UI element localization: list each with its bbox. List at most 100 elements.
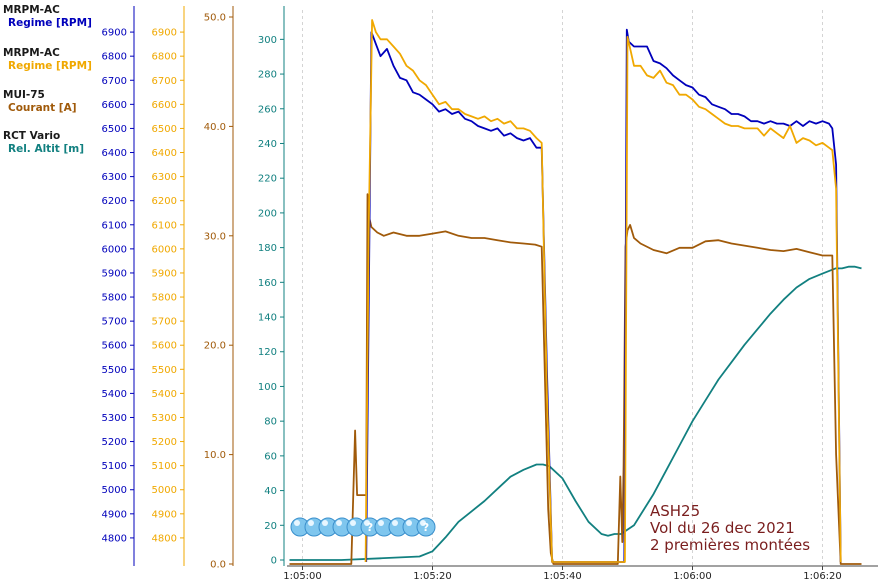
- y-tick-label: 5100: [102, 461, 127, 472]
- x-tick-label: 1:06:20: [803, 571, 842, 582]
- y-tick-label: 5000: [102, 485, 127, 496]
- y-tick-label: 5800: [102, 293, 127, 304]
- x-tick-label: 1:05:20: [413, 571, 452, 582]
- y-tick-label: 5600: [152, 341, 177, 352]
- y-tick-label: 6000: [102, 244, 127, 255]
- y-tick-label: 6500: [152, 124, 177, 135]
- question-mark-glyph: ?: [423, 521, 429, 534]
- y-tick-label: 4800: [102, 533, 127, 544]
- y-tick-label: 30.0: [204, 231, 226, 242]
- y-tick-label: 6100: [102, 220, 127, 231]
- y-tick-label: 280: [258, 70, 277, 81]
- chart-annotation-line: ASH25: [650, 502, 700, 520]
- legend-entry: MRPM-AC Regime [RPM]: [3, 4, 92, 30]
- y-tick-label: 5400: [152, 389, 177, 400]
- y-tick-label: 6900: [102, 28, 127, 39]
- y-tick-label: 5000: [152, 485, 177, 496]
- y-tick-label: 40.0: [204, 122, 226, 133]
- legend-device-label: MRPM-AC: [3, 47, 60, 59]
- y-tick-label: 300: [258, 35, 277, 46]
- legend-device-label: MUI-75: [3, 89, 45, 101]
- y-tick-label: 5500: [102, 365, 127, 376]
- y-tick-label: 80: [264, 417, 277, 428]
- bubble-icon[interactable]: [332, 517, 352, 537]
- y-tick-label: 6400: [152, 148, 177, 159]
- y-tick-label: 5300: [102, 413, 127, 424]
- series-line: [364, 19, 842, 563]
- legend-entry: MUI-75 Courant [A]: [3, 89, 77, 115]
- y-tick-label: 5100: [152, 461, 177, 472]
- y-tick-label: 6700: [102, 76, 127, 87]
- y-tick-label: 6300: [152, 172, 177, 183]
- legend-entry: RCT Vario Rel. Altit [m]: [3, 130, 84, 156]
- y-tick-label: 6900: [152, 28, 177, 39]
- series-line: [365, 28, 842, 563]
- y-tick-label: 50.0: [204, 13, 226, 24]
- legend-entry: MRPM-AC Regime [RPM]: [3, 47, 92, 73]
- bubble-icon[interactable]: [318, 517, 338, 537]
- y-tick-label: 0.0: [210, 560, 226, 571]
- y-tick-label: 60: [264, 451, 277, 462]
- chart-annotation-line: Vol du 26 dec 2021: [650, 519, 795, 537]
- bubble-icon[interactable]: ?: [416, 517, 436, 537]
- y-tick-label: 160: [258, 278, 277, 289]
- series-line: [289, 193, 862, 565]
- y-tick-label: 5500: [152, 365, 177, 376]
- y-tick-label: 40: [264, 486, 277, 497]
- y-tick-label: 5900: [152, 268, 177, 279]
- y-tick-label: 6600: [102, 100, 127, 111]
- y-tick-label: 20.0: [204, 341, 226, 352]
- y-tick-label: 240: [258, 139, 277, 150]
- y-tick-label: 180: [258, 243, 277, 254]
- y-tick-label: 140: [258, 313, 277, 324]
- y-tick-label: 0: [271, 556, 277, 567]
- y-tick-label: 6800: [152, 52, 177, 63]
- y-tick-label: 5700: [102, 317, 127, 328]
- y-tick-label: 20: [264, 521, 277, 532]
- legend-channel-label: Regime [RPM]: [8, 60, 92, 72]
- y-tick-label: 4800: [152, 533, 177, 544]
- legend-device-label: MRPM-AC: [3, 4, 60, 16]
- y-tick-label: 260: [258, 104, 277, 115]
- y-tick-label: 6600: [152, 100, 177, 111]
- x-tick-label: 1:05:00: [283, 571, 322, 582]
- y-tick-label: 5400: [102, 389, 127, 400]
- y-tick-label: 220: [258, 174, 277, 185]
- y-tick-label: 6700: [152, 76, 177, 87]
- y-tick-label: 5800: [152, 293, 177, 304]
- bubble-icon[interactable]: [290, 517, 310, 537]
- y-tick-label: 6000: [152, 244, 177, 255]
- chart-toolbar-icons[interactable]: ??: [290, 517, 436, 537]
- legend-channel-label: Regime [RPM]: [8, 17, 92, 29]
- y-tick-label: 5200: [102, 437, 127, 448]
- y-tick-label: 6300: [102, 172, 127, 183]
- bubble-icon[interactable]: [402, 517, 422, 537]
- x-tick-label: 1:06:00: [673, 571, 712, 582]
- y-tick-label: 4900: [152, 509, 177, 520]
- y-tick-label: 5200: [152, 437, 177, 448]
- series-line: [289, 265, 862, 561]
- y-tick-label: 6800: [102, 52, 127, 63]
- y-tick-label: 5900: [102, 268, 127, 279]
- y-tick-label: 10.0: [204, 450, 226, 461]
- bubble-icon[interactable]: [304, 517, 324, 537]
- y-tick-label: 4900: [102, 509, 127, 520]
- chart-annotation-line: 2 premières montées: [650, 536, 810, 554]
- y-tick-label: 5700: [152, 317, 177, 328]
- legend-channel-label: Rel. Altit [m]: [8, 143, 85, 155]
- y-tick-label: 6200: [102, 196, 127, 207]
- question-mark-glyph: ?: [367, 521, 373, 534]
- y-tick-label: 5600: [102, 341, 127, 352]
- y-tick-label: 100: [258, 382, 277, 393]
- legend-channel-label: Courant [A]: [8, 102, 77, 114]
- y-tick-label: 5300: [152, 413, 177, 424]
- x-tick-label: 1:05:40: [543, 571, 582, 582]
- y-tick-label: 6400: [102, 148, 127, 159]
- legend-device-label: RCT Vario: [3, 130, 61, 142]
- y-tick-label: 6100: [152, 220, 177, 231]
- y-tick-label: 6200: [152, 196, 177, 207]
- y-tick-label: 6500: [102, 124, 127, 135]
- y-tick-label: 200: [258, 208, 277, 219]
- y-tick-label: 120: [258, 347, 277, 358]
